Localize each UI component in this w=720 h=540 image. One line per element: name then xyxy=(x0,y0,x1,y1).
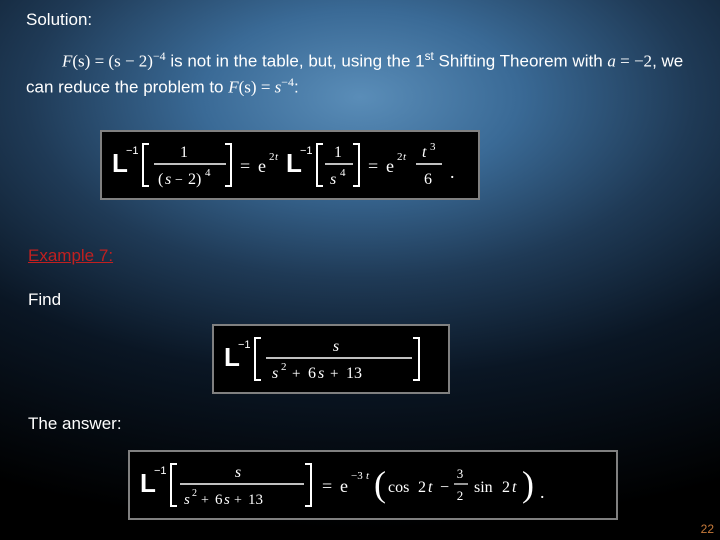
math-a: a xyxy=(607,52,616,71)
formula-3-box: L −1 s s 2 + 6 s + 13 xyxy=(128,450,618,520)
math-exp2: −4 xyxy=(281,75,294,89)
svg-text:−1: −1 xyxy=(238,339,251,351)
svg-text:2: 2 xyxy=(269,151,275,163)
formula-1-box: L −1 1 ( s − 2) 4 xyxy=(100,130,480,200)
formula-1-svg: L −1 1 ( s − 2) 4 xyxy=(110,136,470,194)
svg-text:6: 6 xyxy=(308,365,316,382)
solution-paragraph: F(s) = (s − 2)−4 is not in the table, bu… xyxy=(26,48,700,101)
svg-text:s: s xyxy=(318,365,324,382)
page-number: 22 xyxy=(701,522,714,536)
svg-text:cos: cos xyxy=(388,479,409,496)
svg-text:(: ( xyxy=(374,464,386,504)
svg-text:t: t xyxy=(275,151,279,163)
example-label: Example 7: xyxy=(28,246,113,266)
svg-text:2: 2 xyxy=(457,488,464,503)
find-label: Find xyxy=(28,290,61,310)
svg-text:6: 6 xyxy=(424,171,432,188)
math-paren-s: (s) xyxy=(72,52,90,71)
text-middle1: is not in the table, but, using the 1 xyxy=(166,52,425,71)
formula-2-box: L −1 s s 2 + 6 s + 13 xyxy=(212,324,450,394)
math-F2: F xyxy=(228,78,238,97)
svg-text:s: s xyxy=(184,492,190,508)
svg-text:−1: −1 xyxy=(126,145,139,157)
svg-text:2: 2 xyxy=(192,488,197,499)
svg-text:2: 2 xyxy=(502,479,510,496)
svg-text:4: 4 xyxy=(205,167,211,179)
svg-text:.: . xyxy=(540,482,545,502)
svg-text:e: e xyxy=(258,156,266,176)
svg-text:s: s xyxy=(235,464,241,481)
svg-text:(: ( xyxy=(158,171,163,188)
svg-text:13: 13 xyxy=(346,365,362,382)
math-eq2: = −2 xyxy=(616,52,652,71)
svg-text:−: − xyxy=(440,479,449,496)
formula-2-svg: L −1 s s 2 + 6 s + 13 xyxy=(222,330,440,388)
slide: Solution: F(s) = (s − 2)−4 is not in the… xyxy=(0,0,720,540)
svg-text:t: t xyxy=(428,479,433,496)
svg-text:t: t xyxy=(422,144,427,161)
svg-text:=: = xyxy=(322,476,332,496)
svg-text:13: 13 xyxy=(248,492,263,508)
svg-text:s: s xyxy=(165,171,171,188)
math-s2: (s) xyxy=(239,78,257,97)
svg-text:2: 2 xyxy=(418,479,426,496)
formula-3-container: L −1 s s 2 + 6 s + 13 xyxy=(128,450,618,525)
svg-text:.: . xyxy=(450,162,455,182)
formula-2-container: L −1 s s 2 + 6 s + 13 xyxy=(212,324,450,399)
math-F: F xyxy=(62,52,72,71)
svg-text:2: 2 xyxy=(397,151,403,163)
math-eq1: = (s − 2) xyxy=(90,52,153,71)
svg-text:−1: −1 xyxy=(154,465,167,477)
svg-text:2): 2) xyxy=(188,171,201,188)
svg-text:s: s xyxy=(330,171,336,188)
svg-text:+: + xyxy=(201,493,209,508)
formula-3-svg: L −1 s s 2 + 6 s + 13 xyxy=(138,456,608,514)
svg-text:sin: sin xyxy=(474,479,493,496)
svg-text:+: + xyxy=(330,366,338,382)
svg-text:2: 2 xyxy=(281,361,287,373)
formula-1-container: L −1 1 ( s − 2) 4 xyxy=(100,130,480,205)
svg-text:t: t xyxy=(366,470,370,482)
svg-text:3: 3 xyxy=(430,141,436,153)
svg-text:+: + xyxy=(292,366,300,382)
svg-text:−1: −1 xyxy=(300,145,313,157)
svg-text:e: e xyxy=(340,476,348,496)
math-eq3: = xyxy=(257,78,275,97)
svg-text:s: s xyxy=(224,492,230,508)
svg-text:1: 1 xyxy=(334,144,342,161)
svg-text:3: 3 xyxy=(457,466,464,481)
svg-text:e: e xyxy=(386,156,394,176)
svg-text:+: + xyxy=(234,493,242,508)
svg-text:=: = xyxy=(240,156,250,176)
solution-label: Solution: xyxy=(26,10,92,30)
svg-text:t: t xyxy=(403,151,407,163)
text-middle2: Shifting Theorem with xyxy=(434,52,608,71)
svg-text:s: s xyxy=(333,338,339,355)
svg-text:−3: −3 xyxy=(351,470,363,482)
math-exp1: −4 xyxy=(153,49,166,63)
svg-text:6: 6 xyxy=(215,492,223,508)
text-colon: : xyxy=(294,78,299,97)
svg-text:): ) xyxy=(522,464,534,504)
text-st: st xyxy=(425,49,434,63)
svg-text:s: s xyxy=(272,365,278,382)
svg-text:4: 4 xyxy=(340,167,346,179)
svg-text:t: t xyxy=(512,479,517,496)
svg-text:1: 1 xyxy=(180,144,188,161)
svg-text:=: = xyxy=(368,156,378,176)
svg-text:−: − xyxy=(175,173,183,188)
answer-label: The answer: xyxy=(28,414,122,434)
